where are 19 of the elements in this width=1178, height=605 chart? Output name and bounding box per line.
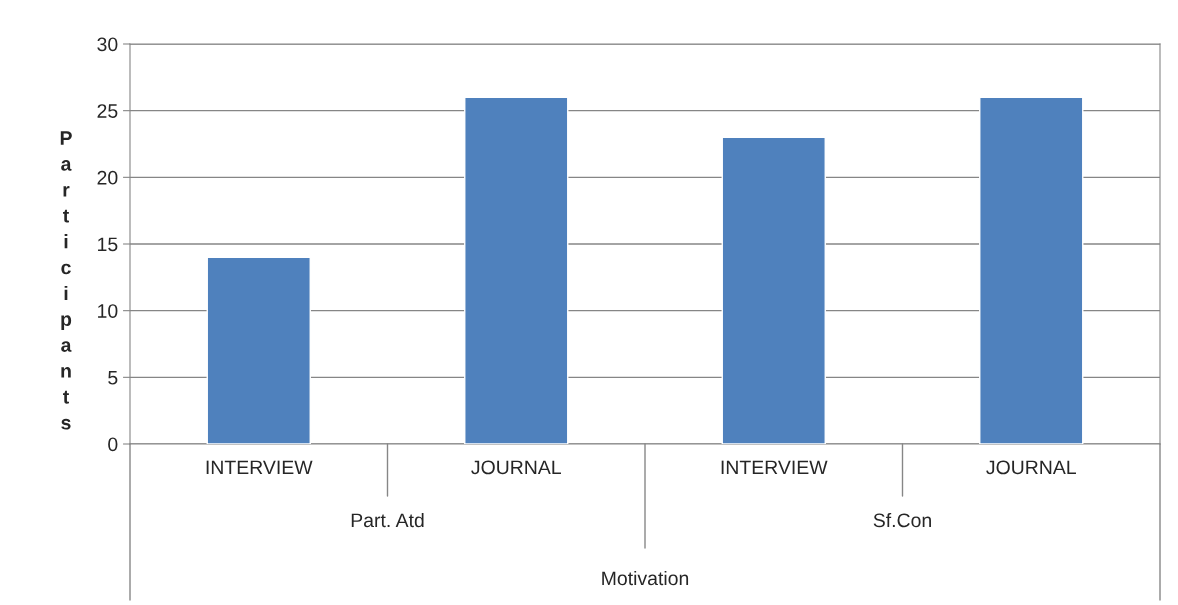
y-tick-label: 15 [98, 237, 118, 252]
x-tick-label: JOURNAL [471, 460, 561, 475]
x-tick-label: INTERVIEW [206, 460, 313, 475]
y-tick-label: 0 [108, 437, 118, 452]
text: Participants [60, 131, 72, 430]
y-tick-label: 10 [98, 304, 118, 318]
bar [979, 96, 1084, 444]
text: Sf.Con [873, 512, 931, 528]
bar [464, 96, 569, 444]
text: Part. Atd [351, 512, 424, 528]
y-tick-label: 20 [97, 170, 118, 185]
bar [206, 256, 311, 444]
x-tick-label: INTERVIEW [721, 460, 828, 475]
bar [721, 136, 826, 444]
x-axis-title: Motivation [602, 570, 689, 586]
y-tick-label: 25 [97, 104, 118, 118]
y-tick-label: 5 [108, 371, 118, 385]
x-tick-label: JOURNAL [986, 460, 1076, 475]
y-tick-label: 30 [97, 37, 118, 52]
